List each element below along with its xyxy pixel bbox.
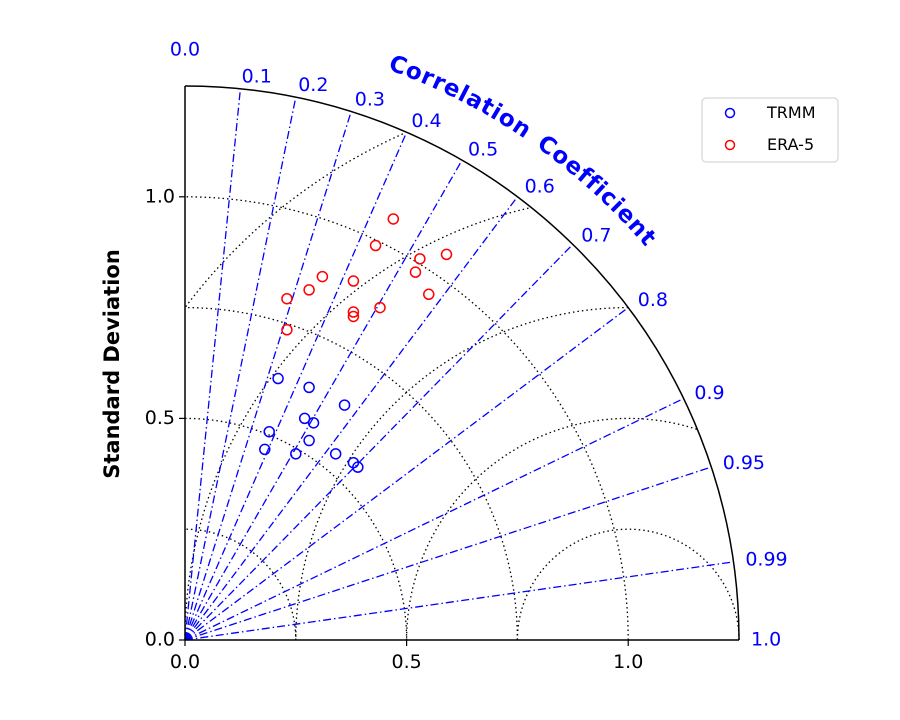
y-tick-label: 0.0 [145,629,175,651]
correlation-line [184,97,297,641]
data-point-era5 [409,266,422,278]
data-point-era5 [303,284,315,296]
y-tick-label: 0.5 [145,407,175,429]
rms-arc [184,207,529,641]
correlation-tick-label: 0.0 [170,39,200,61]
y-axis-label: Standard Deviation [100,249,124,479]
legend-label-trmm: TRMM [766,103,816,122]
std-dev-ticks: 0.00.0 0.5 0.5 1.0 1.0 [145,185,644,673]
correlation-tick-label: 0.2 [298,74,328,96]
data-point-era5 [347,306,360,318]
correlation-line [184,397,684,641]
data-point-trmm [307,417,320,429]
correlation-gridlines [184,88,734,641]
correlation-tick-label: 0.8 [638,289,668,311]
outer-arc [184,85,740,641]
data-point-trmm [338,399,351,411]
data-point-trmm [352,461,364,473]
diagram-frame [184,85,740,641]
correlation-tick-label: 0.9 [694,382,724,404]
data-point-era5 [316,270,329,283]
std-dev-arc [184,306,519,641]
std-dev-gridlines [184,196,629,641]
correlation-tick-label: 0.99 [745,549,787,571]
legend-frame [701,97,839,163]
data-point-trmm [272,372,284,385]
data-point-era5 [369,239,382,252]
data-point-era5 [387,213,400,225]
data-point-era5 [347,310,360,323]
correlation-line [184,307,629,641]
data-point-era5 [440,248,453,261]
data-point-trmm [303,434,315,447]
legend-label-era5: ERA-5 [767,135,814,154]
correlation-tick-labels: 0.0 0.1 0.2 0.3 0.4 0.5 0.6 0.7 0.8 0.9 0.95 0.99 1.… [170,39,788,651]
correlation-line [184,243,574,641]
correlation-line [184,466,712,641]
correlation-line [184,111,352,641]
data-point-trmm [263,425,275,438]
correlation-tick-label: 0.3 [355,89,385,111]
rms-arc [516,528,740,640]
correlation-tick-label: 0.5 [468,138,498,160]
correlation-tick-label: 0.1 [242,65,272,87]
data-point-trmm [303,381,315,394]
correlation-tick-label: 0.4 [411,110,441,132]
rms-gridlines [184,133,740,641]
data-point-era5 [281,292,293,305]
data-point-trmm [290,448,302,460]
legend-marker-era5 [724,139,736,151]
data-point-trmm [259,443,271,456]
correlation-line [184,88,242,641]
x-tick-label: 0.0 [170,651,200,673]
std-dev-arc [184,528,297,641]
data-point-era5 [281,324,293,336]
data-point-trmm [298,412,311,425]
y-tick-label: 1.0 [145,185,175,207]
legend-marker-trmm [724,107,736,119]
correlation-tick-label: 0.6 [525,176,555,198]
correlation-tick-label: 1.0 [751,629,781,651]
data-point-era5 [423,288,435,301]
rms-arc [185,133,404,307]
x-tick-label: 0.5 [391,651,421,673]
rms-arc [405,417,697,641]
correlation-line [184,196,518,641]
std-dev-arc [184,196,629,641]
data-point-era5 [414,253,426,265]
std-dev-arc [184,417,408,641]
x-tick-label: 1.0 [613,651,643,673]
correlation-line [184,131,408,641]
rms-arc [295,306,629,641]
correlation-line [184,561,734,641]
data-point-era5 [374,301,386,314]
legend: TRMM ERA-5 [701,97,839,163]
correlation-line [184,159,463,641]
data-point-trmm [329,448,342,460]
correlation-tick-label: 0.7 [581,224,611,246]
correlation-tick-label: 0.95 [723,452,765,474]
data-point-era5 [347,275,360,287]
data-points [259,213,453,473]
